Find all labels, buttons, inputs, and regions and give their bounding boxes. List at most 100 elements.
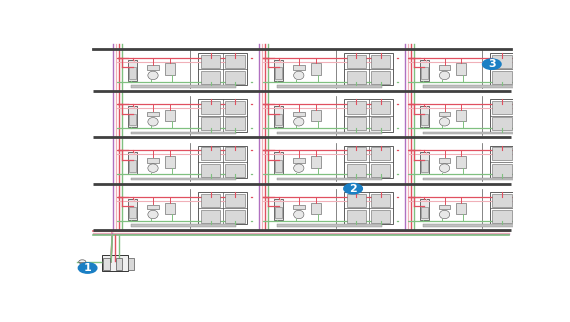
FancyBboxPatch shape	[492, 55, 512, 68]
FancyBboxPatch shape	[128, 152, 137, 174]
FancyBboxPatch shape	[275, 160, 282, 172]
FancyBboxPatch shape	[344, 53, 393, 85]
FancyBboxPatch shape	[347, 55, 366, 68]
FancyBboxPatch shape	[439, 158, 450, 163]
FancyBboxPatch shape	[421, 68, 428, 79]
FancyBboxPatch shape	[129, 68, 136, 79]
Circle shape	[344, 184, 363, 194]
FancyBboxPatch shape	[198, 146, 247, 178]
FancyBboxPatch shape	[131, 224, 236, 227]
FancyBboxPatch shape	[492, 164, 512, 176]
Ellipse shape	[439, 71, 450, 80]
FancyBboxPatch shape	[421, 207, 428, 218]
FancyBboxPatch shape	[371, 164, 390, 176]
FancyBboxPatch shape	[293, 112, 304, 116]
FancyBboxPatch shape	[517, 101, 536, 114]
FancyBboxPatch shape	[131, 132, 236, 134]
FancyBboxPatch shape	[344, 99, 393, 132]
FancyBboxPatch shape	[421, 114, 428, 126]
FancyBboxPatch shape	[517, 71, 536, 84]
FancyBboxPatch shape	[201, 164, 220, 176]
Ellipse shape	[294, 210, 304, 219]
FancyBboxPatch shape	[201, 117, 220, 130]
FancyBboxPatch shape	[457, 156, 466, 168]
FancyBboxPatch shape	[116, 258, 123, 270]
FancyBboxPatch shape	[347, 164, 366, 176]
FancyBboxPatch shape	[311, 156, 321, 168]
FancyBboxPatch shape	[225, 210, 245, 223]
FancyBboxPatch shape	[104, 258, 110, 270]
FancyBboxPatch shape	[201, 71, 220, 84]
FancyBboxPatch shape	[201, 55, 220, 68]
FancyBboxPatch shape	[344, 192, 393, 224]
Ellipse shape	[148, 71, 158, 80]
FancyBboxPatch shape	[371, 210, 390, 223]
FancyBboxPatch shape	[492, 71, 512, 84]
Ellipse shape	[439, 210, 450, 219]
Ellipse shape	[148, 164, 158, 172]
FancyBboxPatch shape	[490, 146, 539, 178]
FancyBboxPatch shape	[201, 194, 220, 207]
FancyBboxPatch shape	[147, 204, 158, 209]
FancyBboxPatch shape	[225, 194, 245, 207]
FancyBboxPatch shape	[371, 117, 390, 130]
FancyBboxPatch shape	[423, 132, 528, 134]
FancyBboxPatch shape	[165, 156, 175, 168]
Circle shape	[79, 260, 86, 264]
FancyBboxPatch shape	[371, 194, 390, 207]
FancyBboxPatch shape	[277, 224, 382, 227]
FancyBboxPatch shape	[492, 147, 512, 160]
FancyBboxPatch shape	[225, 55, 245, 68]
FancyBboxPatch shape	[347, 147, 366, 160]
FancyBboxPatch shape	[423, 178, 528, 180]
FancyBboxPatch shape	[128, 199, 137, 220]
FancyBboxPatch shape	[371, 101, 390, 114]
FancyBboxPatch shape	[490, 192, 539, 224]
FancyBboxPatch shape	[129, 114, 136, 126]
FancyBboxPatch shape	[347, 117, 366, 130]
FancyBboxPatch shape	[129, 207, 136, 218]
FancyBboxPatch shape	[274, 106, 283, 127]
FancyBboxPatch shape	[198, 53, 247, 85]
FancyBboxPatch shape	[439, 112, 450, 116]
FancyBboxPatch shape	[490, 53, 539, 85]
FancyBboxPatch shape	[128, 60, 137, 81]
FancyBboxPatch shape	[129, 160, 136, 172]
FancyBboxPatch shape	[275, 68, 282, 79]
FancyBboxPatch shape	[423, 224, 528, 227]
FancyBboxPatch shape	[457, 63, 466, 75]
FancyBboxPatch shape	[517, 194, 536, 207]
FancyBboxPatch shape	[274, 152, 283, 174]
FancyBboxPatch shape	[420, 152, 429, 174]
FancyBboxPatch shape	[439, 65, 450, 70]
FancyBboxPatch shape	[457, 110, 466, 121]
FancyBboxPatch shape	[439, 204, 450, 209]
FancyBboxPatch shape	[517, 210, 536, 223]
Circle shape	[483, 59, 501, 69]
FancyBboxPatch shape	[147, 65, 158, 70]
FancyBboxPatch shape	[517, 55, 536, 68]
FancyBboxPatch shape	[165, 110, 175, 121]
FancyBboxPatch shape	[198, 192, 247, 224]
FancyBboxPatch shape	[225, 147, 245, 160]
Ellipse shape	[148, 210, 158, 219]
FancyBboxPatch shape	[423, 85, 528, 88]
Ellipse shape	[294, 164, 304, 172]
FancyBboxPatch shape	[128, 106, 137, 127]
FancyBboxPatch shape	[420, 106, 429, 127]
FancyBboxPatch shape	[277, 132, 382, 134]
FancyBboxPatch shape	[274, 199, 283, 220]
FancyBboxPatch shape	[492, 101, 512, 114]
FancyBboxPatch shape	[347, 194, 366, 207]
FancyBboxPatch shape	[293, 65, 304, 70]
FancyBboxPatch shape	[421, 160, 428, 172]
FancyBboxPatch shape	[371, 55, 390, 68]
FancyBboxPatch shape	[347, 101, 366, 114]
FancyBboxPatch shape	[102, 255, 128, 271]
Ellipse shape	[148, 118, 158, 126]
FancyBboxPatch shape	[225, 71, 245, 84]
FancyBboxPatch shape	[225, 101, 245, 114]
FancyBboxPatch shape	[347, 71, 366, 84]
Ellipse shape	[294, 71, 304, 80]
FancyBboxPatch shape	[128, 258, 135, 270]
